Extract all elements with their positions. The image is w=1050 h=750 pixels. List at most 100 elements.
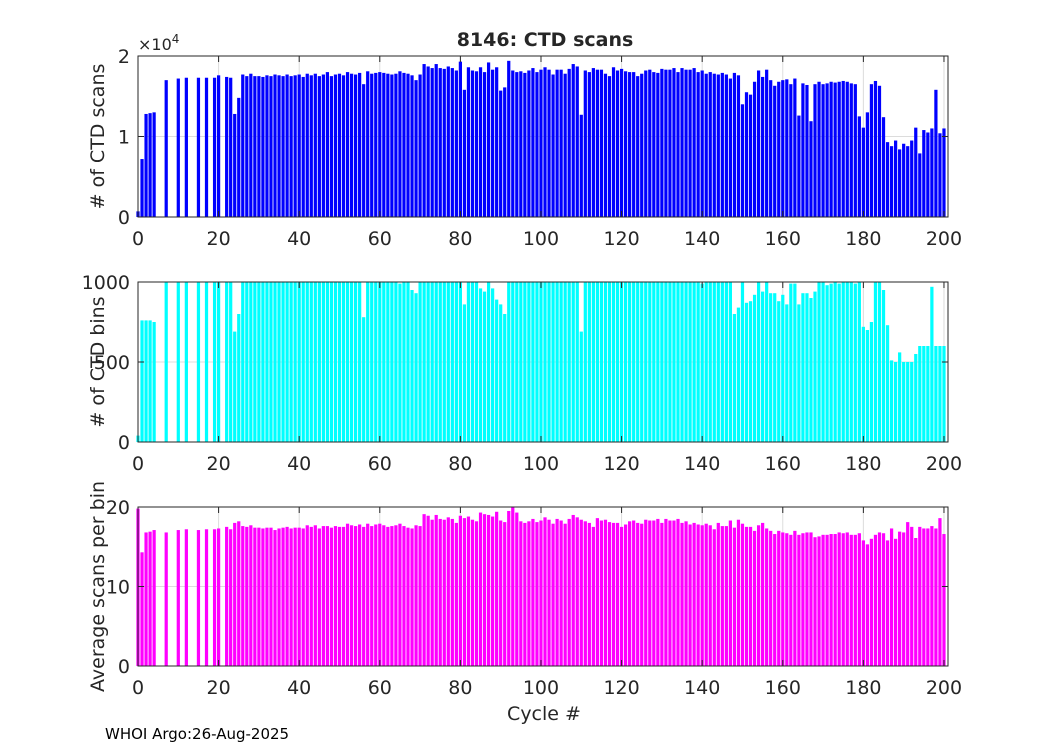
bar — [595, 69, 600, 217]
bar — [910, 362, 914, 442]
bar — [579, 519, 583, 666]
bar — [559, 69, 563, 217]
bar — [736, 75, 741, 217]
bar — [728, 520, 732, 666]
bar — [704, 73, 708, 218]
bar — [624, 71, 628, 217]
bar — [926, 346, 930, 442]
bar — [789, 534, 793, 666]
bar — [466, 516, 471, 666]
bar — [748, 94, 753, 217]
bar — [309, 526, 313, 666]
bar — [881, 290, 886, 442]
y-tick-label: 20 — [106, 497, 130, 519]
bar — [293, 282, 297, 442]
bar — [374, 524, 378, 666]
bar — [253, 527, 257, 666]
bar — [531, 282, 535, 442]
bar — [474, 71, 479, 217]
bar — [422, 282, 426, 442]
bar — [599, 520, 604, 666]
bar — [261, 76, 265, 218]
bar — [877, 282, 882, 442]
bar — [523, 72, 527, 217]
bar — [434, 64, 438, 217]
bar — [922, 130, 926, 217]
bar — [644, 70, 648, 218]
bar — [692, 282, 696, 442]
bar — [354, 526, 358, 666]
bar — [261, 282, 265, 442]
bar — [628, 521, 632, 666]
bar — [366, 71, 370, 217]
bar — [337, 282, 342, 442]
bar — [438, 518, 442, 666]
bar — [394, 73, 398, 218]
bar — [583, 70, 587, 218]
bar — [761, 291, 765, 442]
bar — [349, 525, 354, 666]
bar — [442, 519, 446, 666]
footer-credit: WHOI Argo:26-Aug-2025 — [105, 725, 290, 743]
bar — [555, 282, 559, 442]
bar — [527, 521, 531, 666]
bar — [281, 76, 285, 217]
bar — [898, 531, 902, 666]
bar — [486, 282, 491, 442]
bar — [225, 526, 229, 666]
bar — [688, 524, 692, 666]
bar — [418, 282, 422, 442]
bar — [148, 531, 152, 666]
x-tick-label: 20 — [207, 453, 231, 475]
bar — [144, 320, 148, 442]
bar — [144, 113, 148, 217]
bar — [591, 68, 595, 217]
bar — [285, 74, 289, 217]
bar — [321, 74, 325, 217]
bar — [889, 146, 894, 217]
bar — [309, 282, 313, 442]
bar — [402, 72, 406, 217]
bar — [817, 282, 821, 442]
bar — [257, 76, 261, 217]
bar — [724, 282, 728, 442]
bar — [781, 294, 785, 442]
bar — [938, 518, 942, 666]
bar — [507, 60, 511, 217]
bar — [237, 314, 241, 442]
bar — [523, 282, 527, 442]
bar — [926, 528, 930, 666]
bar — [212, 77, 217, 217]
x-axis-label: Cycle # — [507, 703, 581, 725]
bar — [575, 282, 579, 442]
bar — [253, 282, 257, 442]
bar — [785, 304, 789, 442]
bar — [575, 66, 579, 217]
bar — [587, 282, 591, 442]
bar — [656, 518, 660, 666]
bar — [628, 282, 632, 442]
y-tick-label: 0 — [118, 432, 130, 454]
bar — [769, 530, 773, 666]
bar — [833, 282, 837, 442]
bar — [628, 72, 632, 217]
bar — [873, 534, 878, 666]
bar — [744, 526, 749, 666]
bar — [229, 529, 233, 666]
bar — [861, 540, 865, 666]
bar — [656, 72, 660, 217]
bar — [398, 71, 402, 217]
bar — [329, 76, 334, 217]
bar — [619, 68, 624, 217]
bar — [543, 517, 547, 666]
bar — [196, 282, 201, 442]
bar — [354, 74, 358, 217]
bar — [841, 80, 845, 217]
bar — [446, 66, 450, 217]
bar — [563, 523, 567, 666]
bar — [732, 314, 737, 442]
bar — [704, 523, 708, 666]
bar — [841, 533, 845, 666]
bar — [390, 74, 394, 217]
bar — [184, 529, 188, 666]
